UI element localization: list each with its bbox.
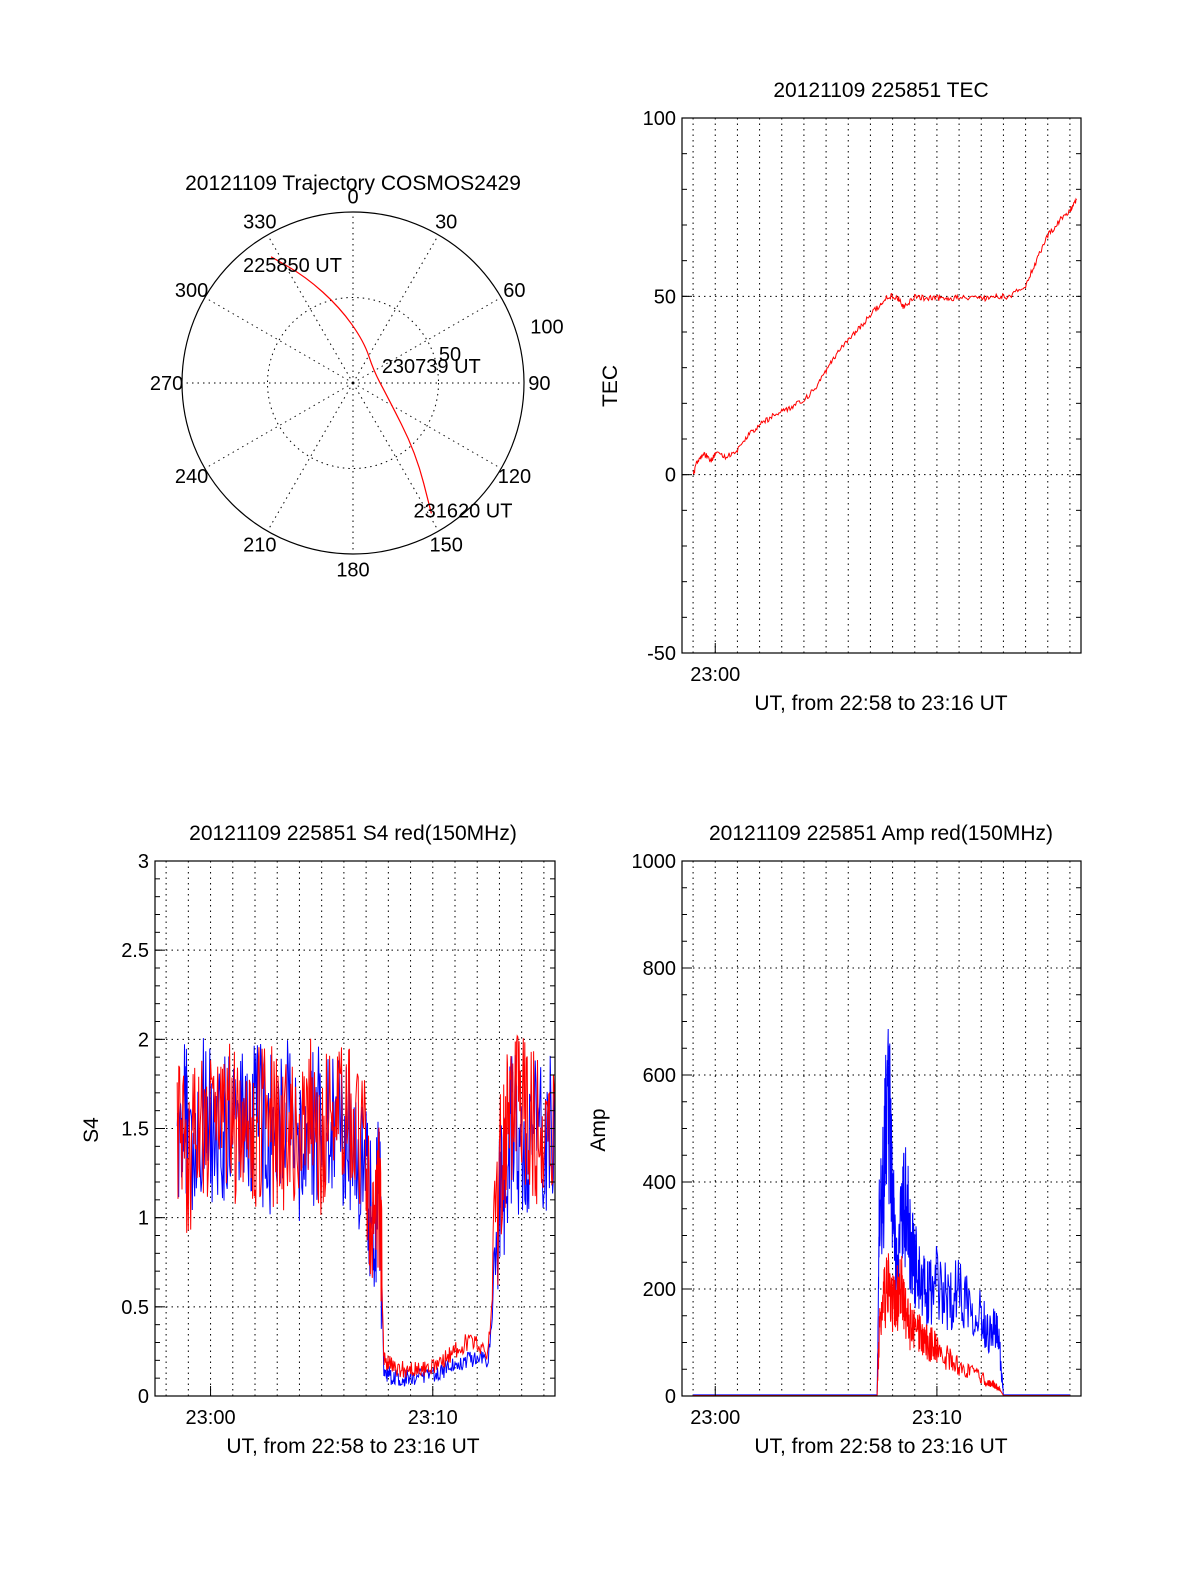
tec-xtick-label: 23:00: [690, 664, 740, 686]
s4-ytick-label: 2: [138, 1029, 149, 1051]
s4-ylabel: S4: [80, 1117, 103, 1143]
polar-radial-label: 50: [439, 344, 461, 366]
polar-ring-50: [267, 297, 439, 469]
polar-spoke-210: [267, 382, 354, 532]
s4-ytick-label: 2.5: [121, 940, 149, 962]
amp-ytick-label: 800: [643, 958, 676, 980]
polar-angle-label: 180: [336, 559, 369, 581]
s4-ytick-label: 3: [138, 851, 149, 873]
s4-series-group: [176, 1034, 555, 1387]
tec-ytick-label: -50: [647, 643, 676, 665]
polar-angle-label: 60: [503, 280, 525, 302]
s4-ytick-label: 1.5: [121, 1119, 149, 1141]
s4-ytick-label: 0: [138, 1386, 149, 1408]
polar-grid: [182, 212, 524, 554]
polar-angle-label: 330: [243, 212, 276, 234]
amp-xtick-label: 23:00: [690, 1407, 740, 1429]
polar-angle-label: 150: [430, 534, 463, 556]
polar-angle-label: 210: [243, 534, 276, 556]
polar-radial-labels: 50 100: [439, 316, 564, 366]
s4-ytick-label: 0.5: [121, 1297, 149, 1319]
amp-ylabel: Amp: [587, 1108, 610, 1151]
s4-xtick-label: 23:00: [186, 1407, 236, 1429]
amp-series-group: [693, 1028, 1070, 1396]
tec-plot-frame: [681, 117, 1082, 654]
polar-angle-labels: 0 30 60 90 120 150 180 210 240 270 300 330: [150, 187, 551, 582]
amp-ytick-label: 400: [643, 1172, 676, 1194]
polar-spoke-300: [204, 297, 354, 384]
s4-ticks: 0 0.5 1 1.5 2 2.5 3 23:00 23:10: [121, 851, 555, 1429]
polar-spoke-240: [204, 382, 354, 469]
amp-title: 20121109 225851 Amp red(150MHz): [709, 822, 1053, 845]
track-time-label: 230739 UT: [382, 356, 481, 378]
polar-angle-label: 0: [347, 187, 358, 209]
tec-title: 20121109 225851 TEC: [773, 79, 988, 102]
s4-plot-frame: [154, 860, 556, 1397]
polar-spoke-330: [267, 234, 354, 384]
polar-spoke-60: [352, 297, 502, 384]
s4-xtick-label: 23:10: [408, 1407, 458, 1429]
polar-angle-label: 120: [498, 466, 531, 488]
polar-angle-label: 30: [435, 212, 457, 234]
polar-angle-label: 240: [175, 466, 208, 488]
amp-ytick-label: 600: [643, 1065, 676, 1087]
tec-xlabel: UT, from 22:58 to 23:16 UT: [754, 692, 1007, 715]
polar-spoke-30: [352, 234, 439, 384]
s4-ytick-label: 1: [138, 1208, 149, 1230]
track-time-label: 231620 UT: [413, 500, 512, 522]
trajectory-polar-panel: 20121109 Trajectory COSMOS2429 0 30 60 90 12…: [150, 172, 564, 581]
tec-series-group: [692, 197, 1078, 475]
tec-ytick-label: 50: [654, 286, 676, 308]
s4-xlabel: UT, from 22:58 to 23:16 UT: [226, 1435, 479, 1458]
track-time-label: 225850 UT: [243, 255, 342, 277]
amp-ticks: 0 200 400 600 800 1000 23:00 23:10: [632, 851, 1081, 1429]
polar-spoke-120: [352, 382, 502, 469]
polar-spoke-150: [352, 382, 439, 532]
tec-ticks: -50 0 50 100 23:00: [643, 108, 1081, 686]
tec-ytick-label: 100: [643, 108, 676, 130]
tec-panel: 20121109 225851 TEC -50 0 50 100 23:00 UT, f…: [599, 79, 1082, 715]
tec-grid: [682, 117, 1081, 654]
amp-xlabel: UT, from 22:58 to 23:16 UT: [754, 1435, 1007, 1458]
tec-ytick-label: 0: [665, 465, 676, 487]
amp-xtick-label: 23:10: [912, 1407, 962, 1429]
s4-series-line-1: [176, 1034, 555, 1378]
polar-angle-label: 270: [150, 373, 183, 395]
amp-ytick-label: 200: [643, 1279, 676, 1301]
amp-ytick-label: 0: [665, 1386, 676, 1408]
satellite-track-line: [270, 256, 432, 514]
amp-ytick-label: 1000: [632, 851, 677, 873]
track-time-annotations: 225850 UT 230739 UT 231620 UT: [243, 255, 512, 522]
trajectory-title: 20121109 Trajectory COSMOS2429: [185, 172, 521, 195]
polar-radial-label: 100: [530, 316, 563, 338]
tec-series-line-0: [692, 197, 1078, 475]
s4-grid: [155, 860, 555, 1397]
amp-series-line-0: [693, 1028, 1070, 1396]
amp-panel: 20121109 225851 Amp red(150MHz) 0 200 400 6…: [587, 822, 1082, 1458]
tec-ylabel: TEC: [599, 365, 622, 407]
s4-panel: 20121109 225851 S4 red(150MHz) 0 0.5 1 1.5 2…: [80, 822, 556, 1458]
amp-series-line-1: [693, 1253, 1070, 1396]
s4-title: 20121109 225851 S4 red(150MHz): [189, 822, 517, 845]
polar-angle-label: 90: [528, 373, 550, 395]
polar-outer-circle: [181, 211, 525, 555]
polar-angle-label: 300: [175, 280, 208, 302]
